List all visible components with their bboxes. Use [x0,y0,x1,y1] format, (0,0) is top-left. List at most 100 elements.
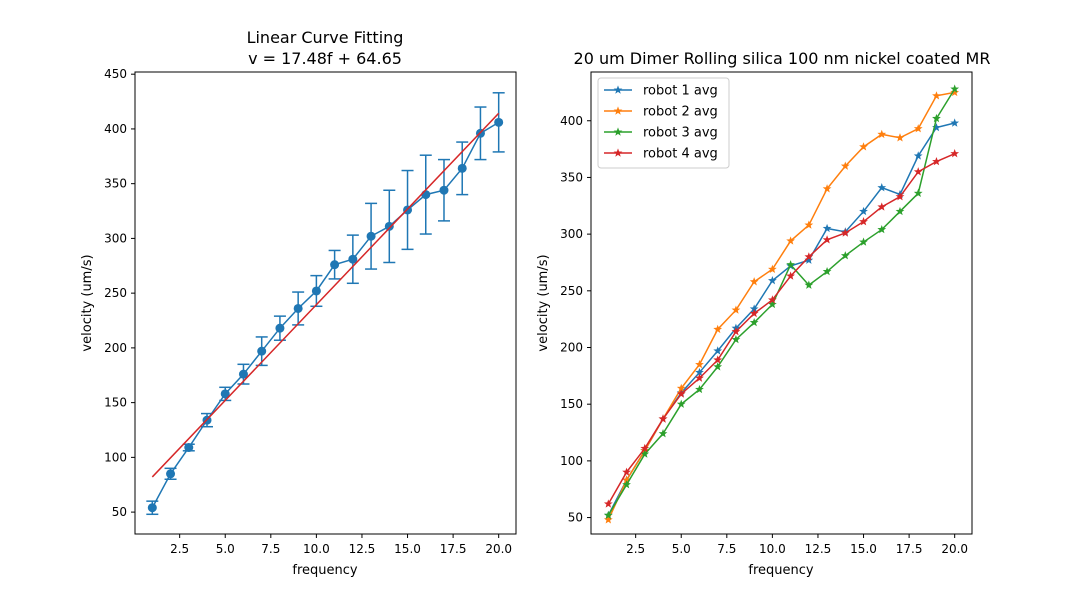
y-tick-label: 100 [560,454,583,468]
series-2-point [822,184,832,193]
y-tick-label: 300 [560,227,583,241]
chart-plot-area [603,84,960,524]
series-3-point [640,449,650,458]
series-4-point [932,156,941,166]
y-axis-label: velocity (um/s) [80,254,95,351]
series-3-point [658,429,668,438]
y-tick-label: 200 [104,341,127,355]
y-axis-ticks: 50 100 150 200 250 300 350 400 [560,114,591,525]
y-tick-label: 150 [104,396,127,410]
data-point [366,231,376,241]
series-4-point [804,252,814,261]
series-3-point [859,237,868,246]
series-4-point [822,235,832,244]
series-3-point [786,260,795,269]
x-axis-ticks: 2.5 5.0 7.5 10.0 12.5 15.0 17.5 20.0 [170,534,512,556]
x-tick-label: 20.0 [941,542,968,556]
series-4-point [603,499,613,508]
x-axis-ticks: 2.5 5.0 7.5 10.0 12.5 15.0 17.5 20.0 [626,534,968,556]
series-line-4 [607,152,955,505]
plot-frame [134,71,517,535]
data-point [293,303,303,313]
x-tick-label: 15.0 [850,542,877,556]
series-1-point [877,183,887,192]
chart-title-line1: Linear Curve Fitting [247,28,404,47]
series-4-point [676,389,686,398]
series-4-point [640,443,650,453]
data-point [311,286,321,296]
series-4-point [749,308,759,318]
series-1-point [950,118,960,127]
series-2-point [913,124,923,133]
y-tick-label: 200 [560,340,583,354]
chart-linear-curve-fitting: Linear Curve Fitting v = 17.48f + 64.65 … [80,28,517,578]
series-3-point [840,251,850,260]
x-tick-label: 10.0 [303,542,330,556]
x-tick-label: 10.0 [759,542,786,556]
series-3-point [603,510,613,520]
series-1-point [804,255,814,264]
legend: robot 1 avg robot 2 avg robot 3 avg robot 4… [597,77,730,169]
legend-items: robot 1 avg robot 2 avg robot 3 avg robot 4… [604,84,718,162]
series-1-point [932,122,941,132]
series-1-point [749,304,759,313]
series-2-point [713,324,723,334]
x-tick-label: 12.5 [349,542,376,556]
series-2-point [695,359,704,369]
data-point [439,185,449,195]
series-2-point [749,277,759,286]
series-3-point [804,280,814,289]
series-4-point [895,192,905,201]
series-3-point [676,399,686,408]
x-tick-label: 17.5 [440,542,467,556]
x-tick-label: 12.5 [805,542,832,556]
data-point [421,190,431,200]
x-tick-label: 15.0 [394,542,421,556]
series-2-point [932,91,941,100]
y-tick-label: 150 [560,397,583,411]
series-1-point [913,151,923,160]
y-tick-label: 400 [104,122,127,136]
data-point [348,254,358,264]
series-2-point [622,475,631,484]
x-tick-label: 7.5 [717,542,736,556]
series-3-point [822,266,832,276]
series-4-point [768,295,777,304]
y-axis-ticks: 50 100 150 200 250 300 350 400 450 [104,67,135,519]
chart-dimer-rolling: 20 um Dimer Rolling silica 100 nm nickel… [536,49,990,578]
series-4-point [622,467,631,476]
series-2-point [786,236,795,245]
data-point [257,346,267,356]
series-3-point [713,362,723,371]
series-2-point [731,305,741,314]
series-1-point [822,223,832,233]
y-tick-label: 50 [112,505,127,519]
series-2-point [877,129,887,139]
x-tick-label: 17.5 [896,542,923,556]
series-4-point [658,414,668,423]
legend-marker [613,148,623,157]
x-axis-label: frequency [748,563,814,578]
series-2-point [859,142,868,151]
series-3-point [895,206,905,216]
legend-marker [613,127,623,136]
x-tick-label: 20.0 [485,542,512,556]
data-point [147,503,157,513]
x-tick-label: 7.5 [261,542,280,556]
data-point [384,221,394,231]
legend-marker [613,85,623,94]
y-axis-label: velocity (um/s) [536,254,551,351]
series-4-point [840,228,850,237]
series-4-point [713,355,723,364]
data-point [275,323,285,333]
y-tick-label: 450 [104,67,127,81]
legend-box [597,77,730,169]
series-4-point [950,149,960,158]
x-tick-label: 2.5 [626,542,645,556]
series-1-point [768,276,777,285]
legend-marker [613,106,623,115]
y-tick-label: 400 [560,114,583,128]
legend-label: robot 2 avg [643,105,718,120]
